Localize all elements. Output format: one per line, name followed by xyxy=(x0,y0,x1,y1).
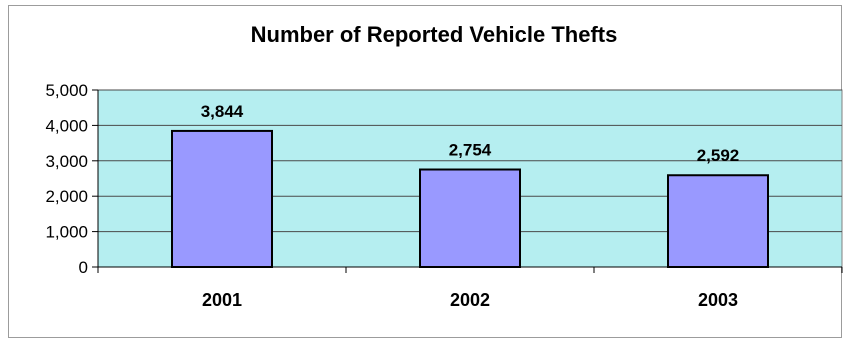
labels: 0 1,000 2,000 3,000 4,000 5,000 3,844 2001 2,754… xyxy=(45,81,739,310)
y-tick-label: 1,000 xyxy=(45,223,88,242)
axes xyxy=(92,89,843,273)
y-tick-label: 3,000 xyxy=(45,152,88,171)
y-tick-label: 0 xyxy=(79,258,88,277)
bar-2003 xyxy=(667,174,769,268)
category-label-2003: 2003 xyxy=(698,290,738,310)
y-tick-label: 4,000 xyxy=(45,116,88,135)
chart-title: Number of Reported Vehicle Thefts xyxy=(251,22,618,47)
y-tick-label: 5,000 xyxy=(45,81,88,100)
category-label-2001: 2001 xyxy=(202,290,242,310)
data-label-2002: 2,754 xyxy=(449,141,492,160)
data-label-2001: 3,844 xyxy=(201,102,244,121)
bars xyxy=(171,129,769,269)
category-label-2002: 2002 xyxy=(450,290,490,310)
bar-2001 xyxy=(171,129,273,268)
data-label-2003: 2,592 xyxy=(697,146,740,165)
bar-2002 xyxy=(419,168,521,269)
y-tick-label: 2,000 xyxy=(45,187,88,206)
